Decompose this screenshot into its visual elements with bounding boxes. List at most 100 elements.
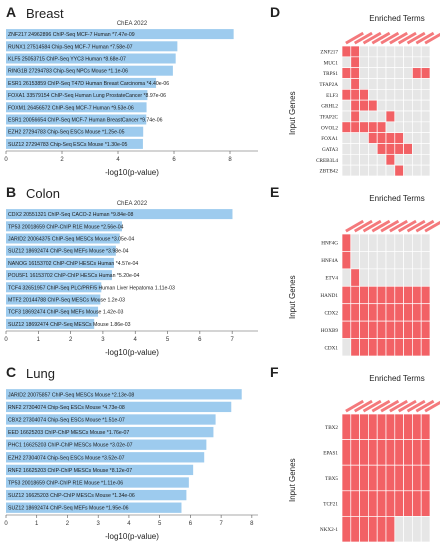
row-label: ELF3: [326, 93, 338, 99]
matrix-cell-empty: [420, 516, 431, 543]
row-label: ZNF217: [320, 49, 338, 55]
matrix-cell-enriched: [376, 490, 387, 517]
matrix-cell-empty: [341, 153, 352, 166]
matrix-cell-empty: [376, 164, 387, 177]
bar: [6, 426, 214, 438]
bar-label: TP53 20018659 ChIP-ChIP R1E Mouse *2.56e…: [8, 224, 124, 230]
matrix-cell-empty: [403, 233, 413, 252]
matrix-cell-empty: [385, 164, 396, 177]
matrix-cell-enriched: [385, 153, 396, 166]
matrix-cell-empty: [420, 251, 431, 270]
matrix-cell-enriched: [350, 439, 360, 466]
matrix-cell-empty: [376, 99, 387, 112]
matrix-cell-enriched: [350, 464, 360, 492]
matrix-cell-empty: [368, 233, 378, 252]
matrix-cell-enriched: [394, 132, 404, 144]
matrix-cell-enriched: [394, 303, 404, 322]
row-label: HOXB9: [321, 328, 339, 334]
matrix-cell-enriched: [341, 67, 352, 79]
matrix-cell-enriched: [394, 320, 404, 339]
x-tick-label: 4: [116, 157, 120, 163]
matrix-cell-enriched: [394, 143, 404, 155]
x-tick-label: 8: [228, 157, 232, 163]
bar: [6, 233, 120, 244]
matrix-cell-empty: [394, 67, 404, 79]
matrix-cell-empty: [412, 164, 422, 177]
x-tick-label: 2: [66, 521, 70, 527]
x-axis-label: -log10(p-value): [105, 532, 159, 541]
matrix-cell-empty: [385, 233, 396, 252]
matrix-cell-empty: [420, 121, 431, 134]
matrix-cell-enriched: [403, 490, 413, 517]
matrix-cell-empty: [412, 516, 422, 543]
x-tick-label: 4: [127, 521, 131, 527]
matrix-cell-enriched: [341, 45, 352, 58]
bar: [6, 29, 234, 40]
matrix-cell-empty: [341, 268, 352, 287]
matrix-svg: HNF4G HNF4A ETV4 HAND1 CDX2 HOXB9 CDX1: [320, 219, 440, 357]
bar: [6, 126, 144, 137]
bar-label: JARID2 20075857 ChIP-Seq MESCs Mouse *2.…: [8, 392, 134, 398]
matrix-cell-enriched: [420, 285, 431, 305]
column-header: [353, 399, 373, 413]
matrix-cell-empty: [359, 233, 369, 252]
matrix-cell-enriched: [350, 490, 360, 517]
matrix-cell-empty: [359, 153, 369, 166]
column-header: [362, 399, 382, 413]
bar-label: EED 16625203 ChIP-ChIP MESCs Mouse *1.76…: [8, 430, 129, 436]
matrix-cell-enriched: [368, 285, 378, 305]
x-tick-label: 1: [35, 521, 39, 527]
matrix-cell-empty: [376, 88, 387, 101]
bar-chart-lung: JARID2 20075857 ChIP-Seq MESCs Mouse *2.…: [4, 376, 266, 546]
matrix-cell-empty: [385, 67, 396, 79]
matrix-cell-empty: [385, 45, 396, 58]
column-header: [345, 399, 364, 413]
column-header-mark: [397, 31, 417, 45]
bar-chart-svg: JARID2 20075857 ChIP-Seq MESCs Mouse *2.…: [4, 389, 258, 541]
matrix-cell-enriched: [350, 88, 360, 101]
matrix-cell-empty: [376, 110, 387, 123]
matrix-cell-empty: [359, 268, 369, 287]
matrix-cell-enriched: [368, 338, 378, 357]
matrix-cell-empty: [412, 251, 422, 270]
column-header: [397, 31, 417, 45]
matrix-cell-empty: [368, 251, 378, 270]
matrix-cell-enriched: [359, 439, 369, 466]
matrix-cell-empty: [420, 110, 431, 123]
bar-label: FOXA1 33579154 ChIP-Seq Human Lung Prost…: [8, 93, 166, 99]
matrix-cell-empty: [368, 78, 378, 90]
matrix-cell-enriched: [403, 143, 413, 155]
matrix-cell-enriched: [350, 303, 360, 322]
column-header: [353, 31, 373, 45]
matrix-cell-enriched: [368, 99, 378, 112]
bar-label: TCF4 32651957 ChIP-Seq PLC/PRF/5 Human L…: [8, 285, 175, 291]
matrix-cell-enriched: [368, 413, 378, 440]
matrix-cell-empty: [350, 233, 360, 252]
column-header: [380, 399, 400, 413]
row-label: TRPS1: [323, 71, 338, 77]
matrix-cell-enriched: [385, 143, 396, 155]
matrix-cell-enriched: [376, 132, 387, 144]
matrix-cell-empty: [350, 132, 360, 144]
matrix-cell-enriched: [350, 110, 360, 123]
bar-label: EZH2 27294783 Chip-Seq ESCs Mouse *1.25e…: [8, 130, 125, 136]
bar: [6, 53, 176, 64]
matrix-cell-enriched: [385, 320, 396, 339]
column-header-mark: [397, 219, 417, 233]
matrix-cell-enriched: [368, 303, 378, 322]
matrix-cell-empty: [403, 121, 413, 134]
matrix-cell-empty: [368, 164, 378, 177]
column-header: [353, 219, 373, 233]
matrix-cell-enriched: [412, 464, 422, 492]
column-header: [424, 399, 440, 413]
matrix-cell-enriched: [394, 464, 404, 492]
bar: [6, 502, 182, 513]
matrix-cell-empty: [368, 67, 378, 79]
matrix-cell-enriched: [420, 413, 431, 440]
panel-letter-e: E: [270, 184, 280, 200]
matrix-cell-enriched: [341, 464, 352, 492]
column-header: [397, 399, 417, 413]
matrix-cell-empty: [368, 88, 378, 101]
matrix-cell-enriched: [420, 338, 431, 357]
matrix-cell-empty: [403, 251, 413, 270]
